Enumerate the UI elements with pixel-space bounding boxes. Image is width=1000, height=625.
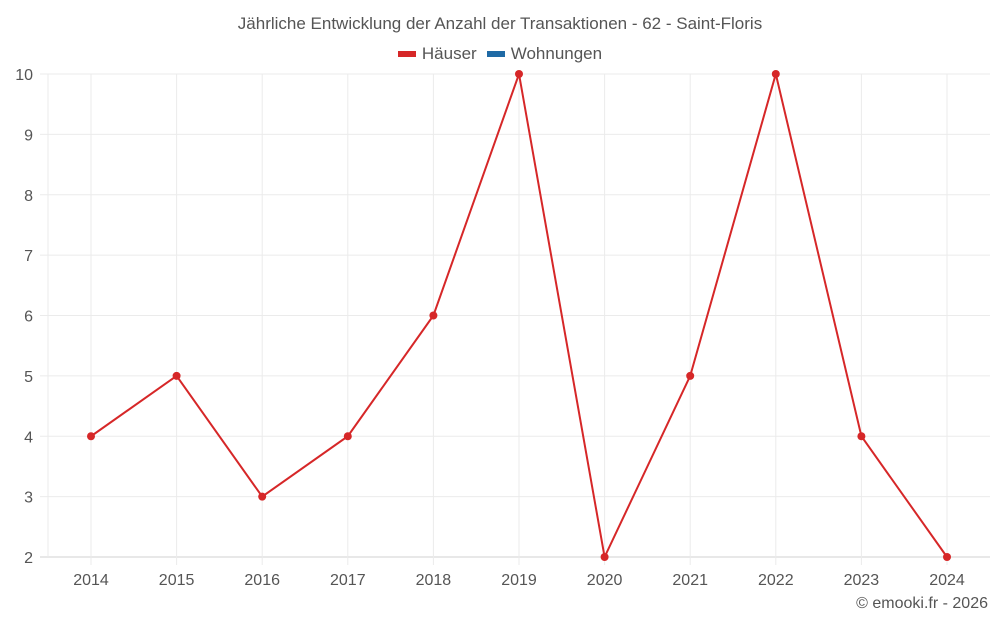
data-point[interactable] (600, 553, 609, 561)
legend-label-wohnungen: Wohnungen (510, 44, 603, 63)
data-point[interactable] (515, 70, 523, 78)
x-tick-label: 2017 (330, 572, 366, 589)
data-point[interactable] (87, 432, 95, 441)
x-tick-label: 2016 (244, 572, 280, 589)
data-point[interactable] (429, 311, 438, 320)
x-tick-label: 2019 (501, 572, 537, 589)
y-tick-label: 3 (24, 490, 33, 507)
y-tick-label: 10 (15, 67, 33, 84)
y-tick-label: 9 (24, 127, 33, 144)
y-tick-label: 5 (24, 369, 33, 386)
copyright-watermark: © emooki.fr - 2026 (856, 595, 988, 612)
legend-swatch-haeuser (397, 51, 416, 57)
x-tick-label: 2015 (159, 572, 195, 589)
y-tick-label: 8 (24, 188, 33, 205)
x-tick-label: 2018 (416, 572, 452, 589)
legend-label-haeuser: Häuser (421, 44, 477, 63)
x-tick-label: 2020 (587, 572, 623, 589)
x-tick-label: 2023 (844, 572, 880, 589)
legend-item-haeuser[interactable]: Häuser (397, 44, 477, 64)
data-point[interactable] (172, 371, 181, 380)
y-tick-label: 6 (24, 309, 33, 326)
data-point[interactable] (771, 70, 780, 78)
data-point[interactable] (943, 553, 951, 561)
y-tick-label: 2 (24, 550, 33, 567)
x-tick-label: 2021 (672, 572, 708, 589)
data-point[interactable] (343, 432, 352, 441)
x-tick-label: 2014 (73, 572, 109, 589)
legend-item-wohnungen[interactable]: Wohnungen (486, 44, 603, 64)
chart-title: Jährliche Entwicklung der Anzahl der Tra… (237, 14, 763, 33)
x-tick-label: 2022 (758, 572, 794, 589)
legend-swatch-wohnungen (486, 51, 505, 57)
x-tick-label: 2024 (929, 572, 965, 589)
data-point[interactable] (686, 371, 695, 380)
data-point[interactable] (857, 432, 866, 441)
y-tick-label: 7 (24, 248, 33, 265)
y-tick-label: 4 (24, 429, 33, 446)
data-point[interactable] (258, 492, 267, 501)
legend: Häuser Wohnungen (0, 44, 1000, 64)
